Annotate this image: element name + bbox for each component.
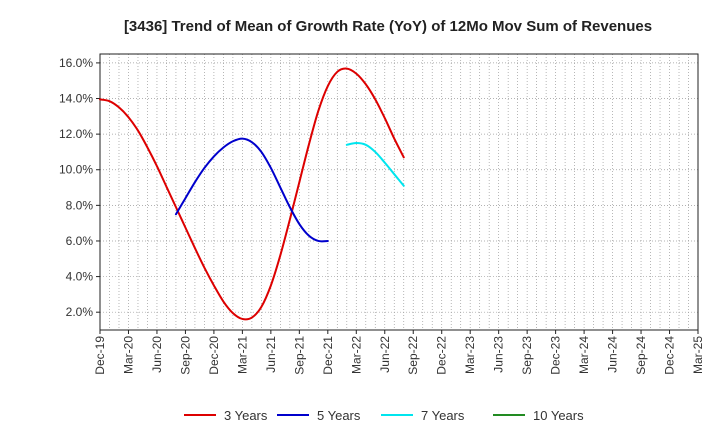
x-tick-label: Jun-21 xyxy=(264,336,278,373)
legend-label-10-years: 10 Years xyxy=(533,408,584,423)
x-tick-label: Jun-22 xyxy=(378,336,392,373)
x-tick-label: Mar-20 xyxy=(121,336,135,374)
x-tick-label: Dec-23 xyxy=(549,336,563,375)
legend-label-3-years: 3 Years xyxy=(224,408,268,423)
legend-label-7-years: 7 Years xyxy=(421,408,465,423)
y-tick-label: 14.0% xyxy=(59,92,93,106)
plot-frame xyxy=(99,53,699,331)
x-tick-label: Dec-21 xyxy=(321,336,335,375)
x-tick-label: Dec-22 xyxy=(435,336,449,375)
x-axis: Dec-19 Mar-20 Jun-20 Sep-20 Dec-20 Mar-21 Jun-… xyxy=(93,330,705,375)
x-tick-label: Mar-24 xyxy=(577,336,591,374)
series-line-3-years xyxy=(99,67,405,321)
y-tick-label: 10.0% xyxy=(59,163,93,177)
x-tick-label: Sep-23 xyxy=(520,336,534,375)
y-axis: 2.0% 4.0% 6.0% 8.0% 10.0% 12.0% 14.0% 16.0% xyxy=(59,56,100,319)
x-tick-label: Jun-23 xyxy=(492,336,506,373)
x-tick-label: Dec-19 xyxy=(93,336,107,375)
x-tick-label: Dec-20 xyxy=(207,336,221,375)
grid xyxy=(100,54,698,330)
y-tick-label: 12.0% xyxy=(59,127,93,141)
x-tick-label: Jun-24 xyxy=(606,336,620,373)
series-lines xyxy=(99,67,405,321)
y-tick-label: 6.0% xyxy=(66,234,94,248)
y-tick-label: 4.0% xyxy=(66,270,94,284)
series-line-7-years xyxy=(345,142,405,187)
x-tick-label: Sep-24 xyxy=(634,336,648,375)
legend: 3 Years 5 Years 7 Years 10 Years xyxy=(184,408,584,423)
chart-title: [3436] Trend of Mean of Growth Rate (YoY… xyxy=(124,18,652,35)
x-tick-label: Sep-20 xyxy=(178,336,192,375)
x-tick-label: Jun-20 xyxy=(150,336,164,373)
x-tick-label: Mar-22 xyxy=(349,336,363,374)
y-tick-label: 2.0% xyxy=(66,305,94,319)
x-tick-label: Dec-24 xyxy=(663,336,677,375)
y-tick-label: 8.0% xyxy=(66,198,94,212)
x-tick-label: Mar-21 xyxy=(235,336,249,374)
legend-label-5-years: 5 Years xyxy=(317,408,361,423)
series-line-5-years xyxy=(174,137,329,243)
x-tick-label: Sep-21 xyxy=(292,336,306,375)
x-tick-label: Mar-25 xyxy=(691,336,705,374)
y-tick-label: 16.0% xyxy=(59,56,93,70)
x-tick-label: Sep-22 xyxy=(406,336,420,375)
x-tick-label: Mar-23 xyxy=(463,336,477,374)
